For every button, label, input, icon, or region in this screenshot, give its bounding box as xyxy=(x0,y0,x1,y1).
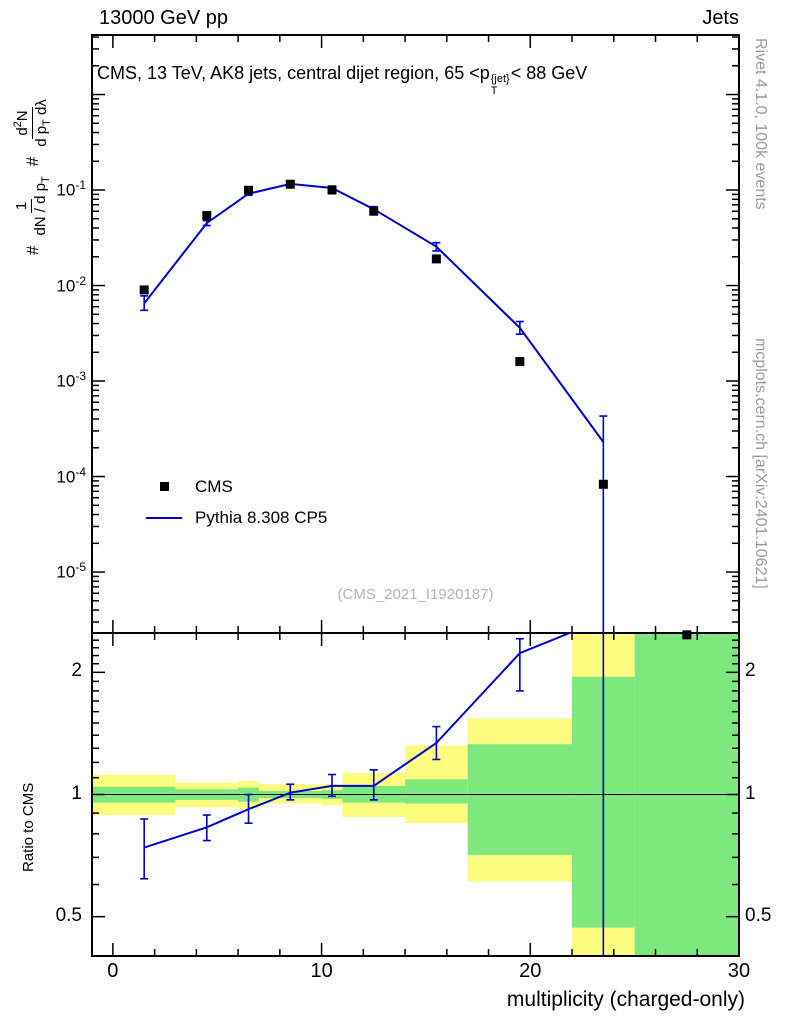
ratio-y-tick-label-right: 2 xyxy=(745,660,756,682)
ratio-y-tick-label-right: 0.5 xyxy=(745,904,772,926)
legend-label-cms: CMS xyxy=(195,476,233,496)
x-tick-label: 30 xyxy=(727,960,751,982)
legend-item-cms: CMS xyxy=(146,471,327,502)
cms-data-point xyxy=(682,630,692,640)
cms-marker-icon xyxy=(146,482,182,491)
main-y-tick-label: 10-5 xyxy=(56,560,86,582)
ylabel-hash-2: # xyxy=(23,156,43,167)
x-tick-label: 20 xyxy=(519,960,542,982)
title-sup: {jet} xyxy=(490,73,510,85)
legend-label-pythia: Pythia 8.308 CP5 xyxy=(195,507,328,527)
header-beam-energy: 13000 GeV pp xyxy=(99,7,228,29)
ratio-y-axis-title: Ratio to CMS xyxy=(20,782,37,872)
cms-data-point xyxy=(431,254,441,264)
pythia-main-series xyxy=(140,181,608,633)
main-plot-title: CMS, 13 TeV, AK8 jets, central dijet reg… xyxy=(97,63,587,97)
cms-data-point xyxy=(139,285,149,295)
pythia-ratio-series xyxy=(140,633,605,956)
mcplots-arxiv-note: mcplots.cern.ch [arXiv:2401.10621] xyxy=(752,338,769,589)
main-y-tick-label: 10-3 xyxy=(56,369,86,391)
cms-data-point xyxy=(327,185,337,195)
x-tick-label: 10 xyxy=(310,960,333,982)
ylabel-hash-1: # xyxy=(23,245,43,255)
legend-item-pythia: Pythia 8.308 CP5 xyxy=(146,502,327,533)
title-pre: CMS, 13 TeV, AK8 jets, central dijet reg… xyxy=(97,63,490,83)
ratio-y-tick-label: 2 xyxy=(71,660,82,682)
main-y-tick-label: 10-4 xyxy=(56,464,86,487)
cms-data-point xyxy=(285,179,295,189)
x-axis-title: multiplicity (charged-only) xyxy=(506,988,745,1011)
legend: CMS Pythia 8.308 CP5 xyxy=(146,471,327,533)
main-y-axis-title: # 1 dN / d pT # d2N d pT dλ xyxy=(12,92,54,258)
ratio-y-tick-label: 1 xyxy=(71,782,82,804)
rivet-version-note: Rivet 4.1.0, 100k events xyxy=(752,38,769,210)
ylabel-fraction-1: 1 dN / d pT xyxy=(13,176,52,236)
ratio-y-tick-label-right: 1 xyxy=(745,782,756,804)
cms-data-point xyxy=(515,357,525,367)
header-process: Jets xyxy=(702,7,739,29)
ratio-uncertainty-bands xyxy=(92,633,739,956)
ratio-y-tick-label: 0.5 xyxy=(55,904,82,926)
ylabel-fraction-2: d2N d pT dλ xyxy=(12,99,53,147)
cms-data-point xyxy=(369,206,379,216)
title-pt-supsub: {jet} T xyxy=(490,73,510,97)
analysis-id-watermark: (CMS_2021_I1920187) xyxy=(337,586,494,603)
cms-data-point xyxy=(244,185,254,195)
cms-data-point xyxy=(598,479,608,489)
x-tick-label: 0 xyxy=(107,960,119,982)
title-sub: T xyxy=(490,84,498,97)
pythia-line-icon xyxy=(146,516,182,519)
cms-data-point xyxy=(202,211,212,221)
main-y-tick-label: 10-1 xyxy=(56,178,86,200)
title-post: < 88 GeV xyxy=(510,63,588,83)
main-y-tick-label: 10-2 xyxy=(56,273,86,296)
